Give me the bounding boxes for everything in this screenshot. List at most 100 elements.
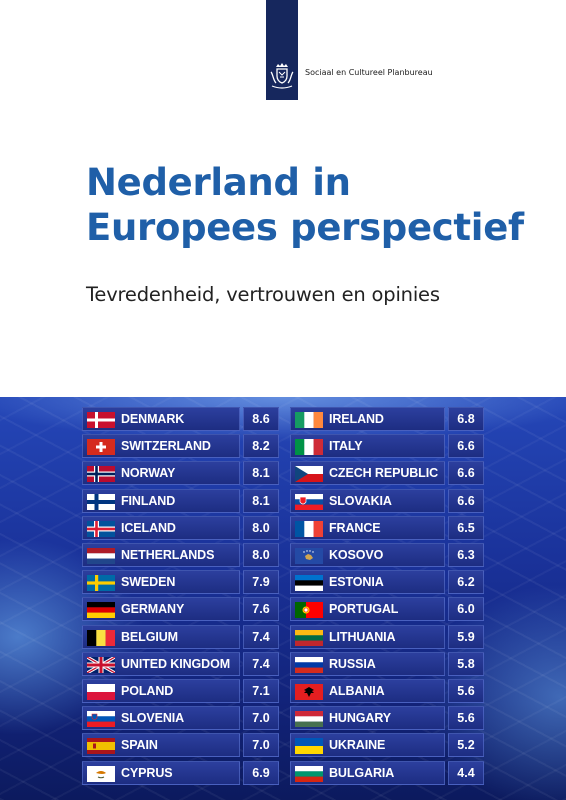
kosovo-flag-icon: [295, 548, 323, 564]
country-score: 6.6: [448, 461, 484, 486]
country-cell: CYPRUS: [82, 760, 240, 785]
united-kingdom-flag-icon: [87, 656, 115, 673]
bulgaria-flag-icon: [295, 765, 323, 782]
country-score: 7.0: [243, 733, 279, 758]
royal-coat-of-arms-icon: [270, 63, 294, 89]
country-score: 6.3: [448, 543, 484, 567]
country-cell: ESTONIA: [290, 570, 445, 595]
germany-flag-icon: [87, 602, 115, 619]
country-score: 6.6: [448, 434, 484, 459]
country-score: 4.4: [448, 760, 484, 785]
country-score: 7.4: [243, 651, 279, 676]
country-name: SWITZERLAND: [121, 439, 211, 454]
country-cell: LITHUANIA: [290, 624, 445, 649]
country-score: 7.1: [243, 679, 279, 703]
country-cell: ITALY: [290, 434, 445, 459]
netherlands-flag-icon: [87, 548, 115, 564]
iceland-flag-icon: [87, 520, 115, 537]
country-name: FINLAND: [121, 493, 176, 508]
france-flag-icon: [295, 520, 323, 537]
country-cell: UKRAINE: [290, 733, 445, 758]
title-line-1: Nederland in: [86, 161, 351, 204]
scoreboard: DENMARK 8.6 SWITZERLAND 8.2 NORWAY 8.1 FINLAND…: [0, 397, 566, 800]
country-name: LITHUANIA: [329, 629, 396, 644]
country-name: ITALY: [329, 439, 363, 454]
country-cell: DENMARK: [82, 407, 240, 431]
ireland-flag-icon: [295, 412, 323, 428]
country-cell: SWEDEN: [82, 570, 240, 595]
country-name: POLAND: [121, 684, 174, 698]
slovenia-flag-icon: [87, 711, 115, 728]
country-name: UNITED KINGDOM: [121, 656, 231, 671]
country-name: ESTONIA: [329, 575, 384, 590]
logo-strip: [266, 0, 298, 100]
country-score: 6.0: [448, 597, 484, 622]
italy-flag-icon: [295, 439, 323, 456]
switzerland-flag-icon: [87, 439, 115, 456]
subtitle: Tevredenheid, vertrouwen en opinies: [86, 283, 440, 306]
country-score: 7.6: [243, 597, 279, 622]
country-score: 6.6: [448, 488, 484, 513]
country-cell: FRANCE: [290, 515, 445, 540]
country-cell: CZECH REPUBLIC: [290, 461, 445, 486]
country-cell: NORWAY: [82, 461, 240, 486]
country-cell: ICELAND: [82, 515, 240, 540]
country-score: 5.9: [448, 624, 484, 649]
country-cell: SLOVENIA: [82, 706, 240, 731]
country-cell: RUSSIA: [290, 651, 445, 676]
country-name: PORTUGAL: [329, 602, 399, 617]
country-cell: SLOVAKIA: [290, 488, 445, 513]
portugal-flag-icon: [295, 602, 323, 619]
albania-flag-icon: [295, 684, 323, 700]
country-name: FRANCE: [329, 520, 381, 535]
belgium-flag-icon: [87, 629, 115, 646]
cover-top: Sociaal en Cultureel Planbureau Nederlan…: [0, 0, 566, 397]
country-name: UKRAINE: [329, 738, 386, 753]
spain-flag-icon: [87, 738, 115, 755]
country-name: KOSOVO: [329, 548, 384, 562]
country-score: 7.0: [243, 706, 279, 731]
country-score: 5.6: [448, 679, 484, 703]
country-score: 5.2: [448, 733, 484, 758]
country-name: CYPRUS: [121, 765, 173, 780]
country-name: SWEDEN: [121, 575, 176, 590]
country-cell: SPAIN: [82, 733, 240, 758]
country-name: NETHERLANDS: [121, 548, 215, 562]
country-score: 7.9: [243, 570, 279, 595]
country-score: 6.5: [448, 515, 484, 540]
hungary-flag-icon: [295, 711, 323, 728]
country-name: ALBANIA: [329, 684, 385, 698]
country-score: 8.6: [243, 407, 279, 431]
cyprus-flag-icon: [87, 765, 115, 782]
poland-flag-icon: [87, 684, 115, 700]
country-cell: ALBANIA: [290, 679, 445, 703]
country-score: 7.4: [243, 624, 279, 649]
country-cell: BELGIUM: [82, 624, 240, 649]
norway-flag-icon: [87, 466, 115, 483]
country-name: SPAIN: [121, 738, 158, 753]
country-name: CZECH REPUBLIC: [329, 466, 439, 481]
ukraine-flag-icon: [295, 738, 323, 755]
country-name: ICELAND: [121, 520, 176, 535]
country-name: DENMARK: [121, 412, 185, 426]
country-score: 8.1: [243, 461, 279, 486]
country-score: 6.2: [448, 570, 484, 595]
country-score: 5.6: [448, 706, 484, 731]
country-cell: BULGARIA: [290, 760, 445, 785]
country-cell: HUNGARY: [290, 706, 445, 731]
slovakia-flag-icon: [295, 493, 323, 510]
country-name: SLOVAKIA: [329, 493, 392, 508]
country-cell: GERMANY: [82, 597, 240, 622]
organization-name: Sociaal en Cultureel Planbureau: [305, 68, 433, 77]
country-cell: POLAND: [82, 679, 240, 703]
country-score: 6.8: [448, 407, 484, 431]
country-name: IRELAND: [329, 412, 384, 426]
country-score: 5.8: [448, 651, 484, 676]
country-name: RUSSIA: [329, 656, 376, 671]
title-line-2: Europees perspectief: [86, 206, 524, 249]
country-cell: IRELAND: [290, 407, 445, 431]
country-name: HUNGARY: [329, 711, 392, 726]
czech-republic-flag-icon: [295, 466, 323, 483]
lithuania-flag-icon: [295, 629, 323, 646]
country-score: 6.9: [243, 760, 279, 785]
